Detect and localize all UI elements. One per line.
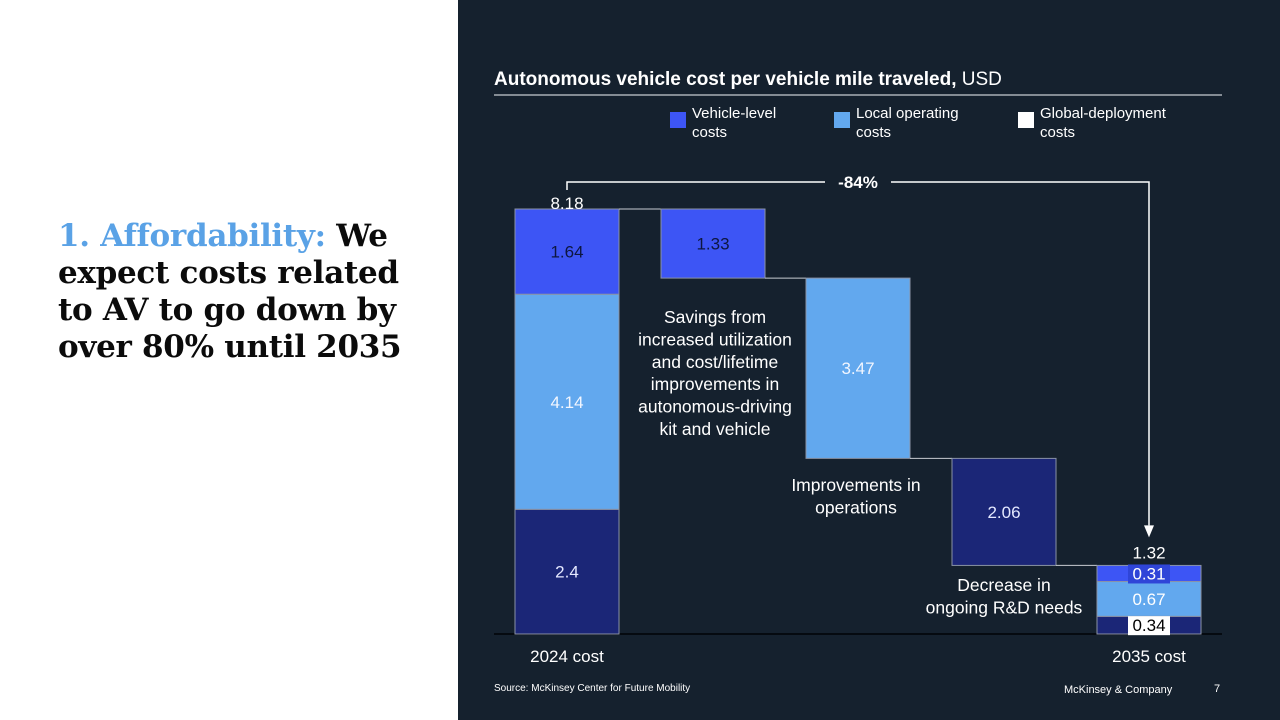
step-annotation-1: autonomous-driving — [638, 397, 792, 417]
step-bar-1 — [660, 208, 766, 279]
start-bar-segment-vehicle_level — [514, 208, 620, 295]
step-bar-2 — [805, 277, 911, 459]
step-annotation-1: improvements in — [651, 374, 779, 394]
start-bar-segment-dark — [514, 508, 620, 635]
legend-label-global_deployment-line2: costs — [1040, 124, 1075, 141]
step-annotation-1: Savings from — [664, 307, 766, 327]
end-category-label: 2035 cost — [1112, 647, 1186, 666]
chart-title: Autonomous vehicle cost per vehicle mile… — [494, 69, 1002, 90]
end-bar-label-local_operating: 0.67 — [1132, 590, 1165, 609]
chart-panel: Autonomous vehicle cost per vehicle mile… — [458, 0, 1280, 720]
legend-swatch-global_deployment — [1018, 112, 1034, 128]
slide-headline: 1. Affordability: We expect costs relate… — [58, 218, 438, 366]
step-annotation-2: operations — [815, 497, 897, 517]
end-bar-label-bg-vehicle_level — [1128, 564, 1170, 584]
start-bar-label-local_operating: 4.14 — [550, 393, 583, 412]
source-note: Source: McKinsey Center for Future Mobil… — [494, 683, 691, 694]
start-bar-segment-local_operating — [514, 293, 620, 510]
legend-label-local_operating: Local operating — [856, 105, 959, 122]
step-annotation-2: Improvements in — [791, 475, 920, 495]
step-annotation-3: Decrease in — [957, 575, 1050, 595]
step-annotation-1: increased utilization — [638, 329, 792, 349]
chart-title-main: Autonomous vehicle cost per vehicle mile… — [494, 69, 957, 90]
step-bar-3 — [951, 457, 1057, 566]
end-bar-label-vehicle_level: 0.31 — [1132, 564, 1165, 583]
end-bar-segment-local_operating — [1096, 581, 1202, 617]
reduction-bracket-left — [566, 181, 825, 190]
end-total-label: 1.32 — [1132, 543, 1165, 562]
legend-label-vehicle_level: Vehicle-level — [692, 105, 776, 122]
start-total-label: 8.18 — [550, 194, 583, 213]
step-annotation-1: kit and vehicle — [660, 419, 771, 439]
waterfall-chart: Autonomous vehicle cost per vehicle mile… — [494, 69, 1222, 666]
legend-label-global_deployment: Global-deployment — [1040, 105, 1167, 122]
start-category-label: 2024 cost — [530, 647, 604, 666]
reduction-bracket-right — [891, 181, 1150, 526]
legend-label-vehicle_level-line2: costs — [692, 124, 727, 141]
step-annotation-1: and cost/lifetime — [652, 352, 778, 372]
step-bar-label-3: 2.06 — [987, 503, 1020, 522]
start-bar-label-dark: 2.4 — [555, 563, 579, 582]
step-annotation-3: ongoing R&D needs — [926, 597, 1083, 617]
legend-swatch-local_operating — [834, 112, 850, 128]
chart-title-unit: USD — [957, 69, 1002, 90]
brand-name: McKinsey & Company — [1064, 684, 1173, 696]
left-panel: 1. Affordability: We expect costs relate… — [0, 0, 458, 720]
end-bar-label-dark: 0.34 — [1132, 616, 1165, 635]
legend-swatch-vehicle_level — [670, 112, 686, 128]
reduction-label: -84% — [838, 173, 878, 192]
reduction-arrowhead — [1144, 525, 1154, 538]
step-bar-label-2: 3.47 — [841, 359, 874, 378]
headline-body: We expect costs related to AV to go down… — [58, 218, 402, 365]
headline-accent: 1. Affordability: — [58, 218, 326, 254]
end-bar-label-bg-dark — [1128, 616, 1170, 636]
legend-label-local_operating-line2: costs — [856, 124, 891, 141]
start-bar-label-vehicle_level: 1.64 — [550, 243, 583, 262]
page-number: 7 — [1214, 683, 1221, 695]
step-bar-label-1: 1.33 — [696, 235, 729, 254]
